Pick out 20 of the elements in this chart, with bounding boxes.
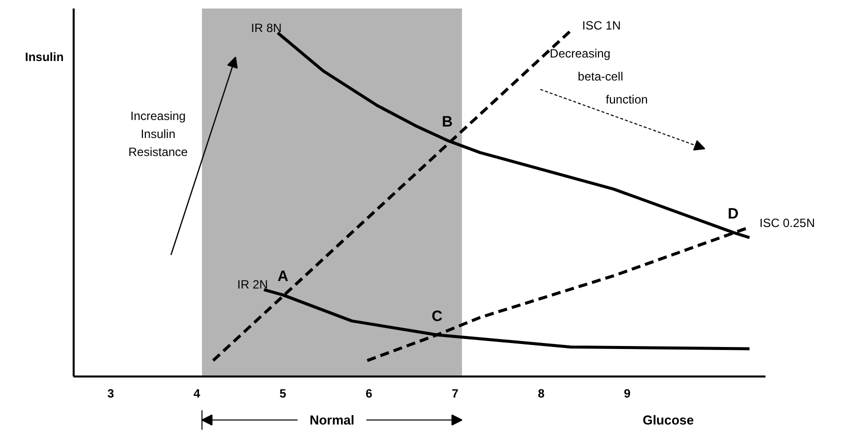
x-tick-label: 3 (107, 386, 114, 400)
x-tick-label: 7 (452, 386, 459, 400)
x-axis-title: Glucose (642, 412, 694, 428)
annotation: D (728, 205, 739, 222)
series-label: IR 2N (237, 278, 268, 292)
series-label: ISC 1N (582, 18, 621, 32)
x-tick-label: 9 (624, 386, 631, 400)
annotation: Decreasing beta-cell function (550, 46, 648, 107)
annotation: A (277, 268, 288, 285)
annotation: C (432, 308, 443, 325)
annotation: Increasing Insulin Resistance (128, 109, 188, 160)
x-tick-label: 8 (538, 386, 545, 400)
x-tick-label: 5 (280, 386, 287, 400)
series-label: ISC 0.25N (760, 216, 815, 230)
annotation: B (442, 113, 453, 130)
series-label: IR 8N (251, 20, 282, 35)
y-axis-title: Insulin (25, 50, 64, 64)
x-tick-label: 4 (193, 386, 200, 400)
x-tick-label: 6 (366, 386, 373, 400)
band-label: Normal (310, 412, 354, 428)
